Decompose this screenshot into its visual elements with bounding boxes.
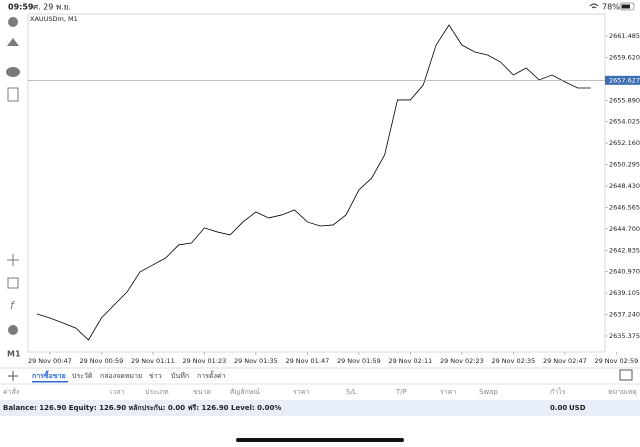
x-tick-label: 29 Nov 01:59 xyxy=(337,357,381,365)
column-header: ค่าสั่ง xyxy=(3,387,19,396)
y-tick-label: 2640.970 xyxy=(609,268,640,276)
column-header: ประเภท xyxy=(145,388,169,396)
tab-underline xyxy=(32,381,68,383)
axes: 2661.485 2659.620 2655.890 2654.025 2652.160… xyxy=(28,24,640,365)
last-price-badge xyxy=(605,75,640,85)
column-header: กำไร xyxy=(550,387,566,396)
price-line xyxy=(36,24,591,341)
x-tick-label: 29 Nov 01:35 xyxy=(234,357,278,365)
home-indicator xyxy=(236,438,404,442)
chart-title: XAUUSDm, M1 xyxy=(30,15,78,23)
x-tick-label: 29 Nov 02:23 xyxy=(440,357,484,365)
tab[interactable]: ข่าว xyxy=(149,372,162,380)
column-header: เวลา xyxy=(110,388,125,396)
y-tick-label: 2650.295 xyxy=(609,161,640,169)
account-icon[interactable] xyxy=(8,17,18,27)
function-icon[interactable]: f xyxy=(10,299,16,312)
x-tick-label: 29 Nov 02:35 xyxy=(491,357,535,365)
x-tick-label: 29 Nov 01:23 xyxy=(182,357,226,365)
battery-icon xyxy=(619,2,635,11)
battery-fill xyxy=(621,4,630,9)
x-tick-label: 29 Nov 01:47 xyxy=(285,357,329,365)
trade-icon[interactable] xyxy=(7,38,19,46)
left-toolbar: f xyxy=(6,17,20,335)
tab[interactable]: การตั้งค่า xyxy=(197,369,226,380)
indicators-icon[interactable] xyxy=(7,277,19,289)
y-tick-label: 2646.565 xyxy=(609,203,640,211)
column-header: สัญลักษณ์ xyxy=(230,388,260,396)
objects-icon[interactable] xyxy=(8,325,18,335)
last-price-label: 2657.627 xyxy=(609,76,640,84)
crosshair-icon[interactable] xyxy=(7,254,19,266)
y-tick-label: 2661.485 xyxy=(609,32,640,40)
wifi-icon xyxy=(589,3,599,9)
status-date: ศ. 29 พ.ย. xyxy=(33,3,71,12)
new-order-icon[interactable] xyxy=(7,87,19,102)
add-panel-icon[interactable] xyxy=(8,371,18,381)
chart-frame xyxy=(27,13,606,353)
column-header: T/P xyxy=(395,388,407,396)
status-time: 09:59 xyxy=(8,3,34,12)
chat-icon[interactable] xyxy=(6,67,20,77)
column-header: ขนาด xyxy=(193,388,211,396)
tab[interactable]: ประวัติ xyxy=(72,372,93,380)
column-header: ราคา xyxy=(440,388,456,396)
battery-level: 78% xyxy=(602,3,620,12)
currency: USD xyxy=(569,404,586,412)
y-tick-label: 2654.025 xyxy=(609,118,640,126)
x-tick-label: 29 Nov 00:47 xyxy=(28,357,72,365)
table-header: ค่าสั่ง เวลา ประเภท ขนาด สัญลักษณ์ ราคา S/L T/P… xyxy=(3,387,637,396)
x-tick-label: 29 Nov 02:59 xyxy=(594,357,638,365)
y-tick-label: 2642.835 xyxy=(609,246,640,254)
y-tick-label: 2635.375 xyxy=(609,332,640,340)
column-header: S/L xyxy=(346,388,357,396)
y-tick-label: 2637.240 xyxy=(609,311,640,319)
x-tick-label: 29 Nov 00:59 xyxy=(79,357,123,365)
x-tick-label: 29 Nov 02:11 xyxy=(388,357,432,365)
expand-icon[interactable] xyxy=(619,369,633,381)
tabs: การซื้อขาย ประวัติ กล่องจดหมาย ข่าว บันทึก กา… xyxy=(32,369,226,383)
timeframe-label[interactable]: M1 xyxy=(7,350,21,359)
account-summary: Balance: 126.90 Equity: 126.90 หลักประกั… xyxy=(3,404,281,412)
column-header: หมายเหตุ xyxy=(608,388,637,396)
y-tick-label: 2648.430 xyxy=(609,182,640,190)
y-tick-label: 2655.890 xyxy=(609,96,640,104)
tab[interactable]: การซื้อขาย xyxy=(32,369,66,380)
tab[interactable]: บันทึก xyxy=(171,371,189,380)
y-tick-label: 2652.160 xyxy=(609,139,640,147)
x-tick-label: 29 Nov 01:11 xyxy=(131,357,175,365)
y-tick-label: 2659.620 xyxy=(609,53,640,61)
y-tick-label: 2644.700 xyxy=(609,225,640,233)
tab[interactable]: กล่องจดหมาย xyxy=(100,372,142,380)
column-header: ราคา xyxy=(293,388,309,396)
balance-row xyxy=(0,400,640,416)
column-header: Swap xyxy=(479,388,498,396)
total-profit: 0.00 xyxy=(550,404,567,412)
y-tick-label: 2639.105 xyxy=(609,289,640,297)
x-tick-label: 29 Nov 02:47 xyxy=(543,357,587,365)
